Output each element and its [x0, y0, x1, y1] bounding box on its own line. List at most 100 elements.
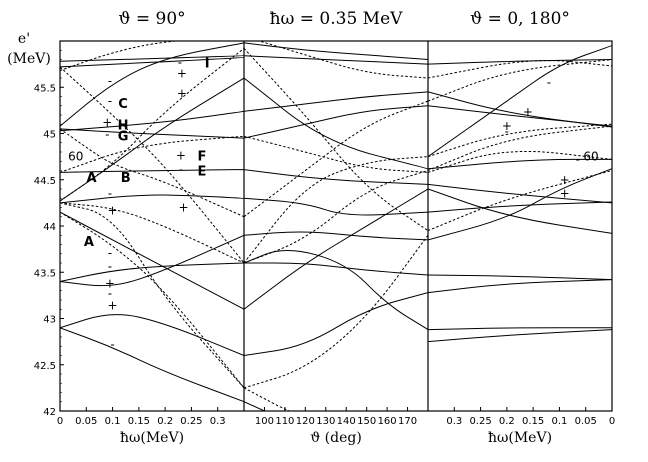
panel-2-solid-curve: [244, 91, 428, 112]
panel-3-curves: [428, 45, 612, 343]
panel-1-solid-curve: [60, 327, 244, 403]
x-tick-label: 0.15: [522, 416, 544, 427]
x-tick-label: 0.05: [575, 416, 597, 427]
panel-3-solid-curve: [428, 201, 612, 213]
panel-1-solid-curve: [60, 314, 244, 356]
panel-3-dashed-curve: [428, 170, 612, 232]
x-tick-label: 0.25: [469, 416, 491, 427]
x-tick-label: 0.05: [75, 416, 97, 427]
x-tick-label: 0.2: [157, 416, 173, 427]
panel-3-solid-curve: [428, 274, 612, 281]
y-tick-label: 44: [43, 222, 56, 233]
panel-2-solid-curve: [244, 197, 428, 216]
y-tick-label: 43: [43, 315, 56, 326]
curve-annotation: G: [118, 129, 129, 144]
panel-1-solid-curve: [60, 194, 244, 204]
curve-annotation: E: [197, 165, 206, 180]
panel-2-solid-curve: [244, 262, 428, 276]
panel-1-solid-curve: [60, 110, 244, 132]
y-axis-unit: (MeV): [7, 51, 51, 67]
x-tick-label: 0: [609, 416, 615, 427]
panel-1-dashed-curve: [60, 202, 244, 264]
parity-plus-mark: +: [560, 187, 570, 201]
panel-3-solid-curve: [428, 45, 612, 158]
parity-minus-mark: -: [108, 287, 112, 301]
panel-3-solid-curve: [428, 279, 612, 294]
x-tick-label: 0.3: [210, 416, 226, 427]
x-tick-label: 120: [296, 416, 315, 427]
parity-plus-mark: +: [179, 201, 189, 215]
parity-plus-mark: +: [177, 87, 187, 101]
panel-2-solid-curve: [244, 188, 428, 310]
panel-1-solid-curve: [60, 42, 244, 127]
y-tick-label: 42: [43, 407, 56, 418]
panel-2-dashed-curve: [244, 135, 428, 173]
panel-2-curves: [244, 41, 428, 411]
x-tick-label: 100: [255, 416, 274, 427]
parity-minus-mark: -: [105, 127, 109, 141]
panel-1-xlabel: ħω(MeV): [120, 430, 184, 446]
parity-minus-mark: -: [74, 164, 78, 178]
y-tick-label: 43.5: [34, 268, 56, 279]
parity-minus-mark: -: [108, 187, 112, 201]
parity-plus-mark: +: [102, 115, 112, 129]
x-tick-label: 130: [316, 416, 335, 427]
panel-1-solid-curve: [60, 55, 244, 62]
x-tick-label: 170: [398, 416, 417, 427]
panel-1-solid-curve: [60, 77, 244, 202]
panel-2-solid-curve: [244, 55, 428, 65]
x-tick-label: 0: [57, 416, 63, 427]
x-tick-label: 0.1: [105, 416, 121, 427]
x-tick-label: 110: [275, 416, 294, 427]
panel-3-dashed-curve: [428, 123, 612, 158]
parity-minus-mark: -: [108, 246, 112, 260]
panel-2-solid-curve: [244, 42, 428, 60]
parity-plus-mark: +: [108, 299, 118, 313]
panel-2-dashed-curve: [244, 48, 428, 232]
panel-1-dashed-curve: [60, 135, 244, 173]
panel-3-solid-curve: [428, 188, 612, 234]
panel-1-dashed-curve: [60, 128, 244, 218]
panel-1-solid-curve: [60, 57, 244, 68]
panel-3-solid-curve: [428, 59, 612, 65]
x-tick-label: 0.1: [551, 416, 567, 427]
y-axis-label: e': [18, 31, 30, 47]
panel-2-solid-curve: [244, 250, 428, 331]
parity-plus-mark: +: [523, 105, 533, 119]
panel-2-solid-curve: [244, 105, 428, 139]
panel-2-title: ħω = 0.35 MeV: [270, 9, 404, 29]
panel-3-solid-curve: [428, 327, 612, 331]
panel-2-solid-curve: [244, 231, 428, 241]
x-tick-label: 0.15: [128, 416, 150, 427]
curve-annotation: 60: [68, 150, 83, 164]
panel-1-dashed-curve: [60, 66, 244, 264]
panel-3-dashed-curve: [428, 150, 612, 173]
parity-minus-mark: -: [178, 55, 182, 69]
panel-3-title: ϑ = 0, 180°: [470, 9, 570, 29]
parity-plus-mark: +: [176, 149, 186, 163]
curve-annotation: I: [205, 56, 210, 71]
parity-minus-mark: -: [108, 94, 112, 108]
panel-1-dashed-curve: [60, 202, 244, 389]
panel-3-solid-curve: [428, 105, 612, 127]
panel-1-solid-curve: [60, 128, 244, 139]
parity-minus-mark: -: [108, 260, 112, 274]
panel-2-solid-curve: [244, 401, 266, 411]
curve-annotation: H: [118, 118, 129, 133]
y-tick-label: 44.5: [34, 176, 56, 187]
parity-plus-mark: +: [502, 119, 512, 133]
x-tick-label: 140: [337, 416, 356, 427]
parity-plus-mark: +: [560, 173, 570, 187]
panel-2-solid-curve: [244, 77, 428, 170]
y-tick-label: 45: [43, 130, 56, 141]
panel-1-curves: [60, 41, 244, 403]
panel-3-solid-curve: [428, 183, 612, 204]
panel-1-dashed-curve: [60, 211, 244, 389]
panel-2-xlabel: ϑ (deg): [310, 430, 362, 446]
curve-annotation: A: [84, 235, 94, 250]
panel-2-solid-curve: [244, 292, 428, 356]
parity-minus-mark: -: [179, 163, 183, 177]
panel-1-solid-curve: [60, 169, 244, 173]
parity-minus-mark: -: [110, 337, 114, 351]
